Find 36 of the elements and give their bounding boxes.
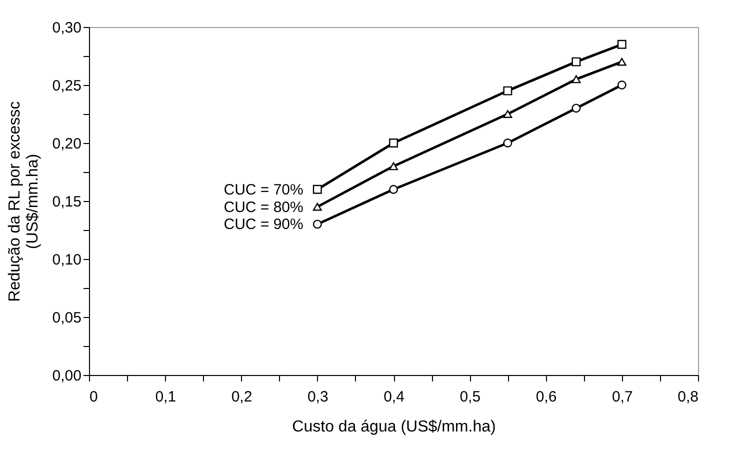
point (312, 184, 322, 194)
x-tick-label: 0,5 (460, 388, 481, 406)
point (617, 40, 626, 49)
series-label: CUC = 90% (224, 216, 304, 234)
x-axis-title: Custo da água (US$/mm.ha) (292, 418, 496, 436)
point (572, 75, 581, 84)
x-tick-label: 0 (90, 388, 98, 406)
y-tick-label: 0,20 (52, 136, 82, 152)
point (312, 202, 322, 211)
y-tick-label: 0,25 (52, 78, 82, 94)
point (572, 57, 581, 66)
series-label: CUC = 80% (224, 198, 304, 216)
point (572, 104, 581, 113)
point (617, 58, 626, 66)
point (389, 184, 398, 194)
x-tick-label: 0,4 (384, 388, 404, 406)
y-tick-label: 0,00 (52, 368, 82, 384)
point (503, 110, 512, 118)
x-tick-label: 0,2 (231, 388, 252, 406)
y-tick-label: 0,15 (52, 194, 82, 210)
x-tick-label: 0,1 (155, 388, 176, 406)
point (617, 80, 626, 90)
x-tick-label: 0,7 (612, 388, 633, 406)
point (503, 138, 512, 148)
series-label: CUC = 70% (224, 181, 304, 198)
point (389, 138, 398, 148)
point (503, 86, 512, 96)
y-axis-title: Redução da RL por excessc (US$/mm.ha) (6, 101, 42, 302)
x-tick-label: 0,3 (307, 388, 328, 406)
y-tick-label: 0,10 (52, 252, 82, 268)
point (312, 220, 322, 229)
y-tick-label: 0,30 (52, 20, 82, 36)
y-tick-label: 0,05 (52, 310, 82, 326)
x-tick-label: 0,6 (536, 388, 557, 406)
point (389, 162, 398, 170)
x-tick-label: 0,8 (678, 388, 698, 406)
